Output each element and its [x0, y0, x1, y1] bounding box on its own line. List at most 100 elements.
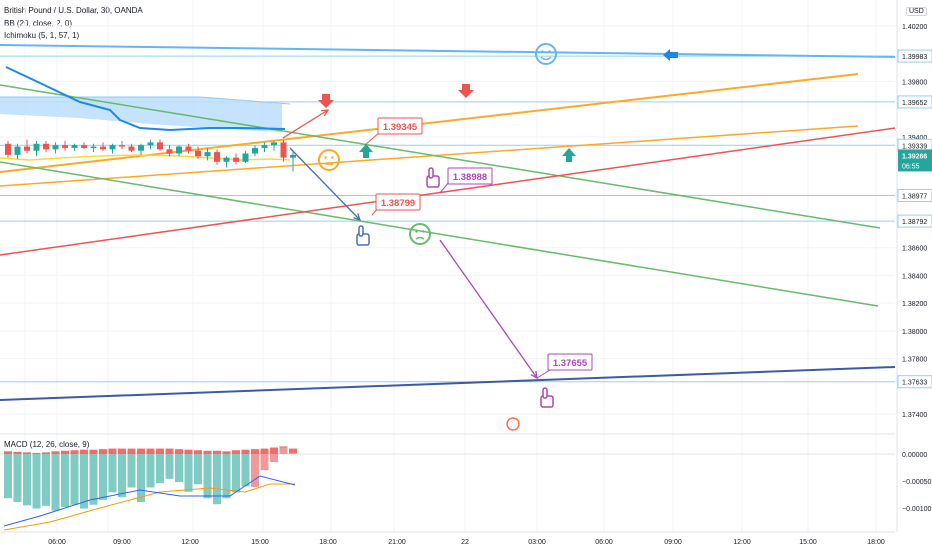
- candle-body: [252, 147, 258, 154]
- macd-label[interactable]: MACD (12, 26, close, 9): [4, 440, 90, 449]
- arrow-navy-down-head: [353, 213, 362, 222]
- candle-body: [242, 153, 249, 162]
- neutral-face-icon-eye: [331, 156, 334, 159]
- ichimoku-indicator-label[interactable]: Ichimoku (5, 1, 57, 1): [4, 31, 80, 40]
- macd-signal-bar: [70, 450, 79, 454]
- candle-body: [33, 143, 40, 151]
- candle-body: [52, 145, 59, 150]
- price-tick-label: 1.39400: [902, 135, 927, 142]
- candle-body: [204, 152, 211, 157]
- annotation-label-4: 1.37655: [553, 358, 588, 369]
- candle-body: [185, 146, 192, 151]
- time-tick-label: 21:00: [388, 539, 406, 546]
- arrow-up-teal-icon: [359, 144, 373, 158]
- ichimoku-conversion-line: [5, 66, 286, 132]
- trendline-green-lower[interactable]: [0, 161, 879, 307]
- macd-histogram-bar: [289, 452, 297, 454]
- time-tick-label: 12:00: [733, 539, 751, 546]
- macd-signal-bar: [32, 452, 41, 454]
- macd-histogram-bar: [70, 454, 79, 505]
- macd-histogram-bar: [241, 454, 250, 487]
- macd-tick-label: 0.00000: [902, 452, 927, 459]
- smiley-face-icon: [535, 43, 557, 65]
- label-leader: [364, 131, 381, 146]
- smiley-mouth: [540, 56, 552, 61]
- label-leader: [536, 369, 551, 379]
- time-axis[interactable]: 06:00 09:00 12:00 15:00 18:00 21:00 22 03:00 06:…: [0, 531, 895, 546]
- candle-body: [14, 146, 21, 155]
- macd-signal-bar: [61, 450, 69, 454]
- bb-indicator-label[interactable]: BB (20, close, 2, 0): [4, 19, 73, 28]
- trend-lines[interactable]: [0, 44, 896, 401]
- macd-signal-bar: [175, 449, 183, 454]
- macd-signal-bar: [4, 451, 12, 454]
- macd-signal-bar: [99, 449, 107, 454]
- candle-body: [166, 149, 173, 154]
- candle-body: [147, 142, 154, 146]
- trendline-orange-lower[interactable]: [0, 125, 859, 187]
- macd-signal-bar: [232, 450, 240, 454]
- macd-signal-bar: [146, 448, 155, 454]
- price-label: 1.38977: [902, 193, 927, 200]
- price-tick-label: 1.38400: [902, 273, 927, 280]
- macd-signal-bar: [108, 448, 117, 454]
- trendline-green-upper[interactable]: [0, 84, 881, 229]
- trendline-navy[interactable]: [0, 366, 896, 401]
- ichimoku-base-line: [0, 154, 291, 161]
- macd-signal-bar: [203, 450, 212, 454]
- trendline-red[interactable]: [0, 127, 896, 256]
- candle-body: [271, 142, 277, 146]
- macd-signal-bar: [137, 448, 145, 454]
- candle-body: [43, 143, 49, 150]
- macd-tick-label: −0.00100: [902, 506, 931, 513]
- candle-body: [157, 142, 163, 150]
- arrow-red-up: [282, 109, 329, 139]
- candle-body: [261, 145, 268, 148]
- neutral-face-icon: [318, 149, 340, 171]
- macd-signal-bar: [213, 450, 221, 454]
- candles: [5, 139, 296, 172]
- macd-histogram-bar: [127, 454, 136, 488]
- macd-histogram-bar: [203, 454, 212, 499]
- macd-histogram-bar: [194, 454, 202, 485]
- price-label: 1.39983: [902, 54, 927, 61]
- macd-histogram-bar: [137, 454, 145, 503]
- annotation-label-4-box: [547, 353, 593, 371]
- arrow-down-red-icon: [458, 84, 474, 98]
- arrow-up-teal-icon: [562, 148, 576, 162]
- trendline-blue[interactable]: [0, 44, 896, 58]
- drawings[interactable]: 1.39345 1.38988 1.38799 1.37655: [282, 43, 678, 431]
- hand-pointer-icon-finger: [358, 225, 364, 237]
- currency-badge[interactable]: USD: [906, 7, 927, 16]
- wink-face-icon-eye: [422, 230, 425, 233]
- time-tick-label: 15:00: [799, 539, 817, 546]
- arrow-navy-down: [289, 147, 361, 221]
- candle-body: [176, 146, 182, 154]
- price-axis[interactable]: 1.40200 1.39800 1.39400 1.38600 1.38400 1.382…: [896, 0, 932, 532]
- macd-histogram-bar: [89, 454, 98, 505]
- macd-histogram-bar: [279, 447, 288, 454]
- hand-pointer-icon-finger: [428, 167, 434, 179]
- grid: [0, 0, 895, 532]
- current-price-label: 1.39266: [902, 153, 927, 160]
- macd-line: [3, 475, 296, 527]
- macd-signal-bar: [241, 449, 250, 454]
- time-tick-label: 06:00: [595, 539, 613, 546]
- macd-signal-bar: [260, 448, 269, 454]
- chart-title: British Pound / U.S. Dollar, 30, OANDA: [4, 6, 143, 15]
- time-tick-label: 18:00: [319, 539, 337, 546]
- price-label: 1.37633: [902, 380, 927, 387]
- candle-body: [90, 146, 97, 148]
- price-tick-label: 1.38600: [902, 246, 927, 253]
- wink-face-icon: [409, 223, 431, 245]
- annotation-label-1-box: [377, 117, 423, 135]
- price-label: 1.39339: [902, 143, 927, 150]
- macd-signal-bar: [80, 449, 88, 454]
- macd-histogram-bar: [118, 454, 126, 498]
- candle-body: [214, 152, 220, 162]
- price-tick-label: 1.39800: [902, 79, 927, 86]
- macd-signal-bar: [222, 451, 231, 454]
- price-label-box: [897, 214, 932, 228]
- candle-body: [233, 157, 239, 162]
